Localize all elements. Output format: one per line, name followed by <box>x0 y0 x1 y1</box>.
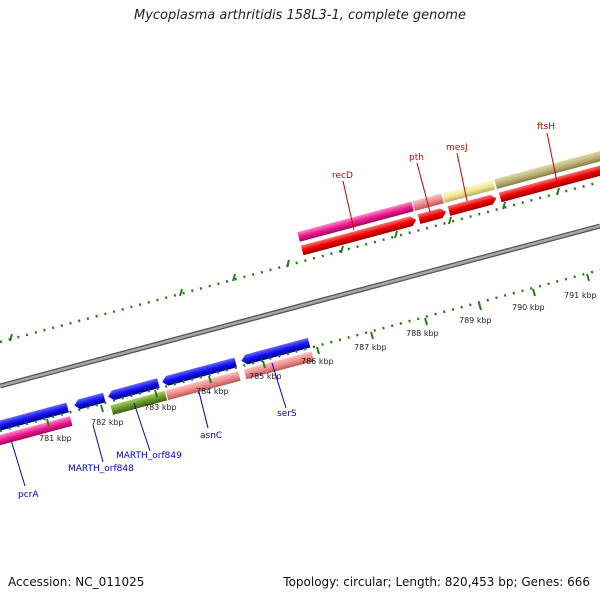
scale-label: 785 kbp <box>249 372 282 381</box>
gene-label-MARTH_orf848[interactable]: MARTH_orf848 <box>68 464 134 474</box>
gene-label-MARTH_orf849[interactable]: MARTH_orf849 <box>116 451 182 461</box>
asnC-cds-arrow[interactable] <box>161 357 237 387</box>
minus-strand-genes <box>0 337 314 448</box>
scale-label: 786 kbp <box>301 357 334 366</box>
scale-label: 787 kbp <box>354 343 387 352</box>
accession-text: Accession: NC_011025 <box>8 575 145 589</box>
outer-tick-track <box>0 180 600 344</box>
minus-gene-labels: pcrA MARTH_orf848 MARTH_orf849 asnC serS <box>18 409 297 500</box>
plus-label-leaders <box>342 132 558 231</box>
scale-labels: 781 kbp 782 kbp 783 kbp 784 kbp 785 kbp … <box>39 291 597 443</box>
gene-label-pth[interactable]: pth <box>409 153 424 163</box>
serS-cds-arrow[interactable] <box>240 337 311 366</box>
gene-label-recD[interactable]: recD <box>332 171 353 181</box>
pth-cds-arrow[interactable] <box>417 207 448 224</box>
scale-label: 790 kbp <box>512 303 545 312</box>
plus-gene-labels: recD pth mesJ ftsH <box>332 122 555 181</box>
MARTH_orf849-cds-arrow[interactable] <box>107 378 160 401</box>
scale-label: 783 kbp <box>144 403 177 412</box>
minus-label-leaders <box>10 362 287 487</box>
ftsH-feature[interactable] <box>494 150 600 189</box>
scale-label: 782 kbp <box>91 418 124 427</box>
serS-feature[interactable] <box>243 351 314 380</box>
scale-label: 788 kbp <box>406 329 439 338</box>
MARTH_orf848-cds-arrow[interactable] <box>73 392 106 411</box>
pcrA-feature[interactable] <box>0 416 73 448</box>
topology-text: Topology: circular; Length: 820,453 bp; … <box>283 575 590 589</box>
gene-label-mesJ[interactable]: mesJ <box>446 143 468 153</box>
scale-label: 789 kbp <box>459 316 492 325</box>
mesJ-feature[interactable] <box>442 179 495 203</box>
scale-label: 791 kbp <box>564 291 597 300</box>
pcrA-cds-arrow[interactable] <box>0 402 69 434</box>
asnC-feature[interactable] <box>165 371 241 401</box>
pth-feature[interactable] <box>412 193 444 211</box>
scale-label: 784 kbp <box>196 387 229 396</box>
recD-cds-arrow[interactable] <box>300 215 418 256</box>
recD-feature[interactable] <box>297 201 414 242</box>
mesJ-cds-arrow[interactable] <box>447 194 498 216</box>
MARTH_orf849-feature[interactable] <box>110 390 168 415</box>
scale-label: 781 kbp <box>39 434 72 443</box>
ftsH-cds-arrow[interactable] <box>498 164 600 203</box>
map-title: Mycoplasma arthritidis 158L3-1, complete… <box>134 8 466 23</box>
inner-major-ticks <box>46 273 590 427</box>
gene-label-serS[interactable]: serS <box>277 409 297 419</box>
gene-label-pcrA[interactable]: pcrA <box>18 490 39 500</box>
outer-major-ticks <box>9 187 560 342</box>
inner-tick-track <box>0 268 600 433</box>
gene-label-ftsH[interactable]: ftsH <box>537 122 555 132</box>
gene-label-asnC[interactable]: asnC <box>200 431 222 441</box>
plus-strand-genes <box>297 150 600 256</box>
genome-backbone <box>0 223 600 389</box>
